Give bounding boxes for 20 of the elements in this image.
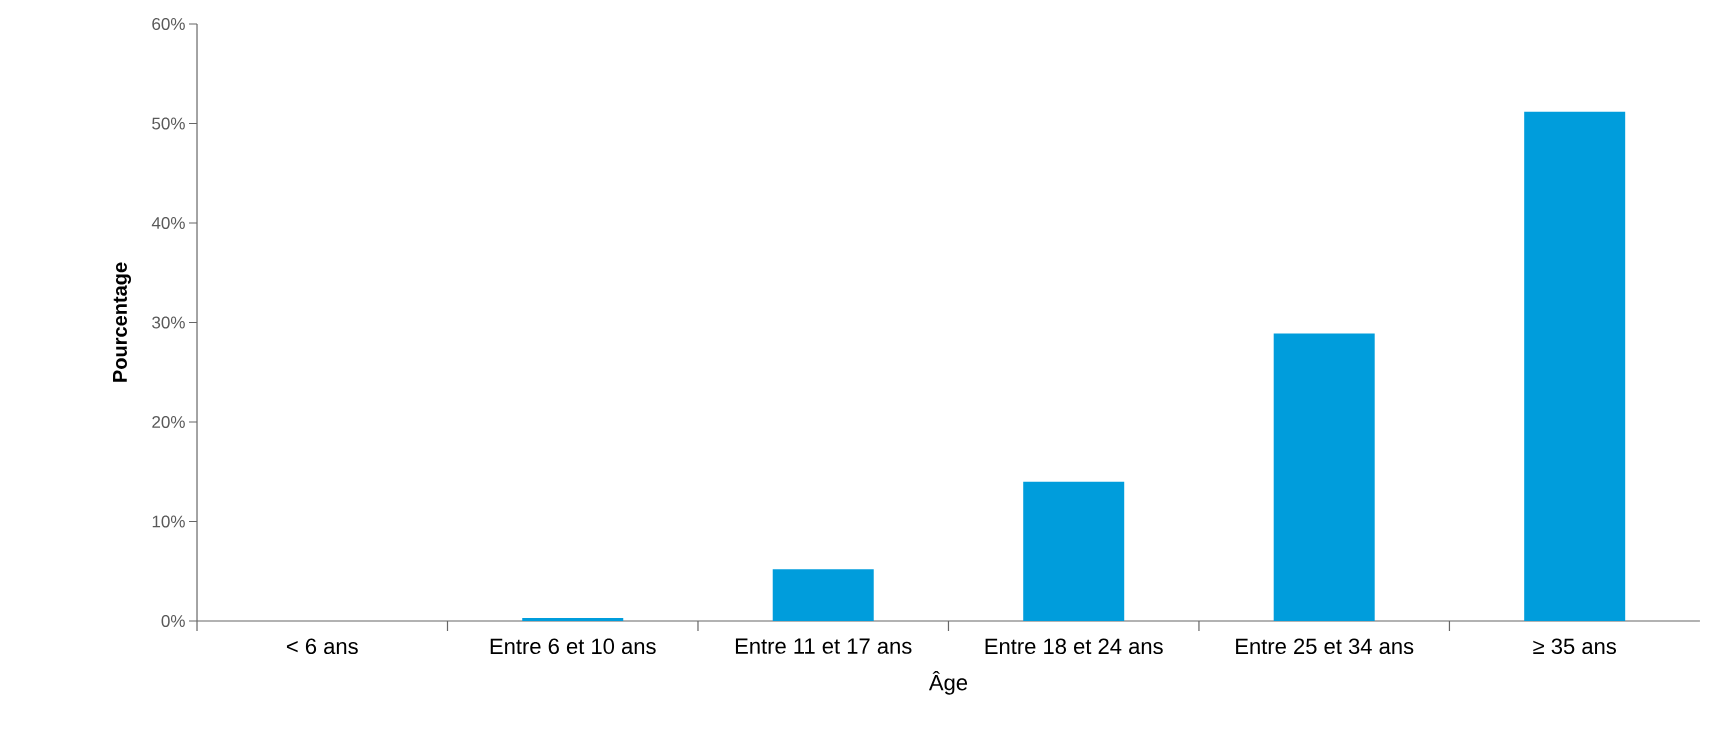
bar bbox=[1524, 111, 1626, 621]
y-tick-label: 20% bbox=[152, 415, 185, 429]
x-axis-title: Âge bbox=[928, 670, 968, 695]
x-tick-label: Entre 18 et 24 ans bbox=[985, 638, 1163, 655]
y-tick-label: 50% bbox=[152, 117, 185, 130]
x-tick-label: Entre 6 et 10 ans bbox=[490, 638, 656, 655]
y-tick-label: 30% bbox=[152, 316, 185, 329]
y-tick-label: 0% bbox=[161, 614, 185, 628]
y-tick-label: 10% bbox=[152, 515, 185, 528]
y-axis-title: Pourcentage bbox=[113, 262, 132, 382]
y-tick-label: 60% bbox=[152, 17, 185, 31]
y-tick-label: 40% bbox=[151, 216, 185, 230]
x-tick-label: < 6 ans bbox=[286, 638, 358, 655]
x-tick-label: Entre 25 et 34 ans bbox=[1236, 638, 1414, 655]
bar bbox=[772, 569, 874, 621]
x-tick-label: ≥ 35 ans bbox=[1533, 638, 1616, 655]
bar bbox=[1273, 333, 1375, 621]
bar bbox=[522, 618, 624, 621]
bar bbox=[1023, 481, 1125, 621]
x-tick-label: Entre 11 et 17 ans bbox=[735, 638, 912, 654]
